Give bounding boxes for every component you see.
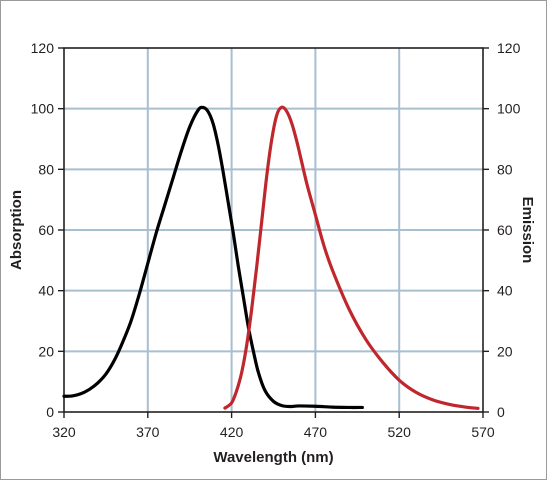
- y-tick-label-left-120: 120: [31, 40, 55, 56]
- y-tick-label-left-20: 20: [38, 343, 54, 359]
- y-tick-label-left-60: 60: [38, 222, 54, 238]
- y-tick-label-left-100: 100: [31, 101, 55, 117]
- y-tick-label-right-100: 100: [497, 101, 521, 117]
- x-tick-label-470: 470: [304, 424, 328, 440]
- tick-marks: [58, 47, 489, 418]
- y-tick-label-right-20: 20: [497, 343, 513, 359]
- series-layer: [62, 105, 480, 410]
- y-axis-title-left: Absorption: [8, 190, 25, 270]
- y-tick-label-right-80: 80: [497, 161, 513, 177]
- y-tick-label-right-0: 0: [497, 404, 505, 420]
- y-tick-label-right-40: 40: [497, 283, 513, 299]
- y-tick-label-right-60: 60: [497, 222, 513, 238]
- x-tick-label-370: 370: [136, 424, 160, 440]
- y-tick-label-left-40: 40: [38, 283, 54, 299]
- x-tick-label-520: 520: [388, 424, 412, 440]
- y-axis-title-right: Emission: [519, 197, 536, 264]
- y-tick-label-left-0: 0: [46, 404, 54, 420]
- y-tick-label-right-120: 120: [497, 40, 521, 56]
- x-tick-label-570: 570: [471, 424, 495, 440]
- emission-curve: [223, 105, 480, 410]
- grid-lines: [64, 48, 483, 412]
- x-tick-label-320: 320: [52, 424, 76, 440]
- x-tick-label-420: 420: [220, 424, 244, 440]
- absorption-curve: [62, 105, 364, 410]
- y-tick-label-left-80: 80: [38, 161, 54, 177]
- x-axis-title: Wavelength (nm): [213, 449, 333, 466]
